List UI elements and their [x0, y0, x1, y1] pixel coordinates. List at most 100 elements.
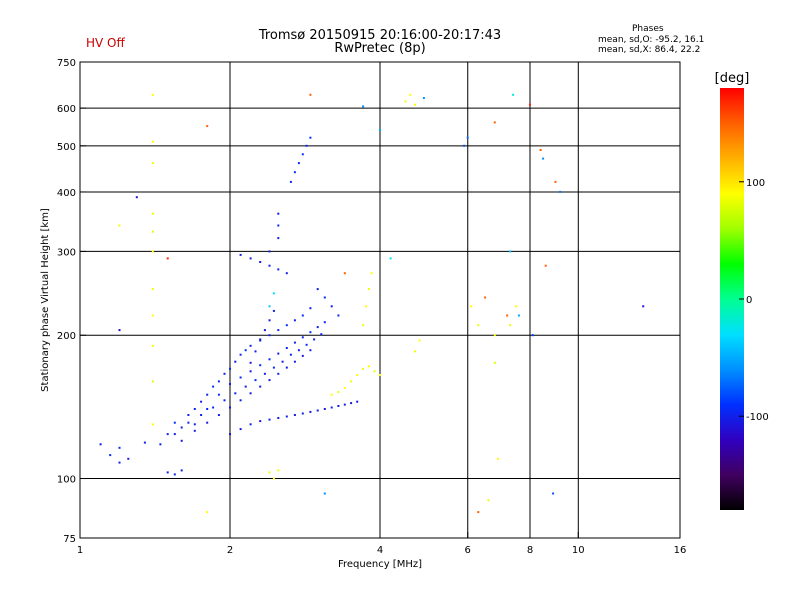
- data-point: [268, 319, 271, 322]
- data-point: [277, 237, 280, 240]
- hv-status-label: HV Off: [86, 36, 125, 50]
- data-point: [362, 105, 365, 108]
- data-point: [305, 343, 308, 346]
- data-point: [309, 349, 312, 352]
- data-point: [552, 492, 555, 495]
- data-point: [367, 365, 370, 368]
- data-point: [343, 272, 346, 275]
- data-point: [343, 403, 346, 406]
- data-point: [223, 399, 226, 402]
- data-point: [323, 296, 326, 299]
- data-point: [244, 385, 247, 388]
- data-point: [109, 454, 112, 457]
- data-point: [477, 324, 480, 327]
- data-point: [309, 93, 312, 96]
- data-point: [493, 121, 496, 124]
- data-point: [301, 314, 304, 317]
- colorbar-tick-label: -100: [746, 412, 769, 423]
- data-point: [151, 314, 154, 317]
- data-point: [239, 376, 242, 379]
- data-point: [268, 358, 271, 361]
- data-point: [249, 392, 252, 395]
- data-point: [285, 347, 288, 349]
- data-point: [99, 443, 102, 446]
- data-point: [477, 511, 480, 514]
- data-point: [118, 461, 121, 464]
- data-point: [151, 344, 154, 347]
- data-point: [343, 386, 346, 389]
- data-point: [151, 140, 154, 143]
- data-point: [193, 408, 196, 410]
- data-point: [118, 446, 121, 449]
- data-point: [330, 406, 333, 409]
- data-point: [277, 372, 280, 375]
- data-point: [249, 361, 252, 364]
- data-point: [259, 385, 262, 388]
- data-point: [206, 408, 209, 410]
- data-point: [166, 433, 169, 436]
- data-point: [293, 171, 296, 174]
- data-point: [515, 305, 517, 308]
- data-point: [293, 341, 296, 344]
- data-point: [244, 349, 247, 352]
- data-point: [272, 366, 275, 369]
- data-point: [151, 380, 154, 383]
- data-point: [268, 264, 271, 267]
- data-point: [470, 305, 473, 308]
- data-point: [542, 157, 545, 160]
- data-point: [379, 128, 381, 131]
- data-point: [413, 350, 416, 353]
- data-point: [281, 360, 284, 363]
- data-point: [173, 433, 176, 436]
- data-point: [293, 360, 296, 363]
- data-point: [151, 288, 154, 291]
- data-point: [173, 421, 176, 424]
- data-point: [466, 136, 469, 139]
- data-point: [166, 257, 169, 260]
- phase-title: Phases: [632, 24, 664, 34]
- data-point: [362, 324, 365, 327]
- data-point: [297, 162, 300, 165]
- data-point: [217, 393, 220, 396]
- data-point: [531, 334, 534, 337]
- data-point: [229, 383, 231, 385]
- data-point: [151, 423, 154, 426]
- data-point: [239, 353, 242, 356]
- data-point: [493, 334, 496, 337]
- data-point: [356, 374, 359, 376]
- data-point: [173, 473, 176, 476]
- colorbar-tick-label: 100: [746, 178, 765, 189]
- data-point: [404, 100, 407, 103]
- data-point: [200, 400, 203, 403]
- data-point: [350, 380, 353, 383]
- y-tick-label: 600: [57, 104, 76, 115]
- x-axis-title: Frequency [MHz]: [338, 559, 422, 570]
- data-point: [206, 511, 209, 514]
- data-point: [309, 136, 312, 139]
- data-point: [143, 441, 146, 444]
- data-point: [309, 410, 312, 413]
- data-point: [512, 93, 515, 96]
- data-point: [277, 352, 280, 355]
- data-point: [285, 366, 288, 369]
- data-point: [293, 319, 296, 322]
- data-point: [297, 349, 300, 352]
- data-point: [180, 469, 183, 472]
- x-tick-label: 8: [527, 545, 533, 556]
- data-point: [151, 162, 154, 165]
- x-tick-label: 6: [465, 545, 471, 556]
- data-point: [330, 393, 333, 396]
- data-point: [389, 257, 392, 260]
- data-point: [254, 379, 257, 382]
- axes: 1 2 4 6 8 10 16 75 100 200 300 400 500 600 750 Frequenc…: [40, 58, 686, 570]
- data-points: [99, 93, 645, 514]
- y-tick-label: 400: [57, 188, 76, 199]
- data-point: [151, 93, 154, 96]
- y-tick-label: 750: [57, 58, 76, 69]
- data-point: [206, 125, 209, 128]
- data-point: [365, 305, 367, 308]
- data-point: [409, 93, 412, 96]
- data-point: [509, 324, 512, 327]
- data-point: [229, 367, 231, 370]
